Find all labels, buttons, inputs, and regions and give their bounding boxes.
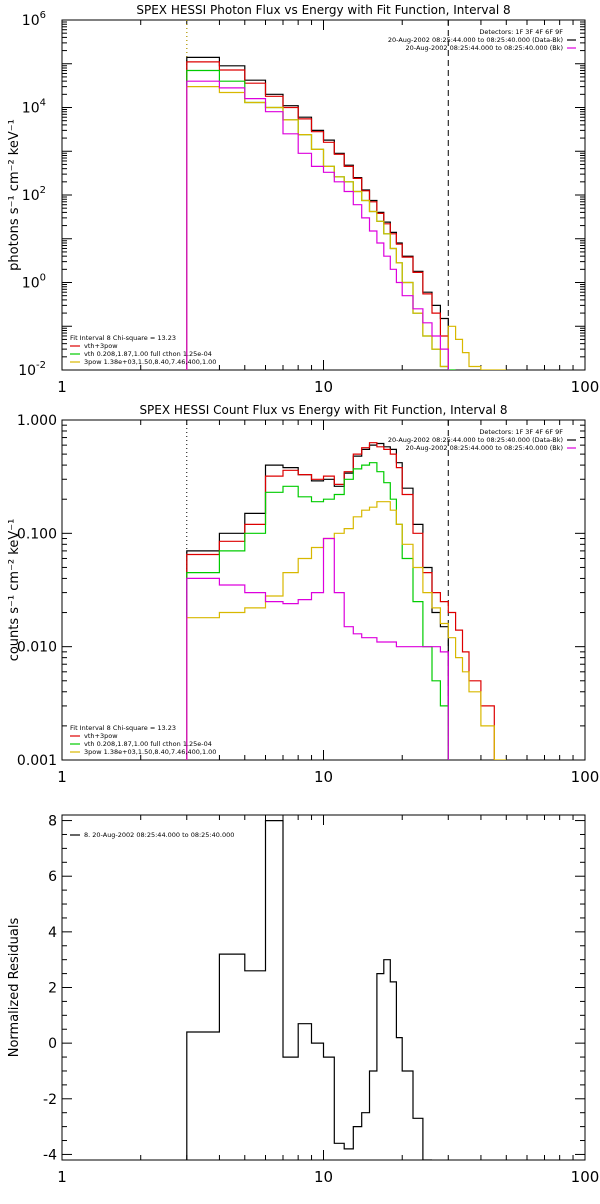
legend-bottomleft-entry: 3pow 1.38e+03,1.50,8.40,7.46,400,1.00 <box>84 358 216 366</box>
chart-2: SPEX HESSI Count Flux vs Energy with Fit… <box>7 403 599 786</box>
series-5-line <box>186 537 449 760</box>
y-tick-label: 106 <box>22 10 46 29</box>
series-3-line <box>186 69 456 370</box>
series-5-line <box>186 80 449 370</box>
y-tick-label: 10-2 <box>18 360 46 379</box>
series-1-line <box>186 56 449 370</box>
y-tick-label: 100 <box>22 273 46 292</box>
y-axis-label: Normalized Residuals <box>7 918 22 1058</box>
x-tick-label: 1 <box>57 378 67 396</box>
x-tick-label: 10 <box>314 768 333 786</box>
y-tick-label: 104 <box>22 98 46 117</box>
series-2-line <box>186 442 495 760</box>
legend-topright-entry: 20-Aug-2002 08:25:44.000 to 08:25:40.000… <box>388 36 563 44</box>
y-tick-label: 0.010 <box>17 640 57 656</box>
plot-frame <box>61 814 586 1161</box>
y-axis-label: photons s⁻¹ cm⁻² keV⁻¹ <box>7 119 22 271</box>
x-tick-label: 100 <box>571 378 600 396</box>
series-3-line <box>186 462 449 760</box>
series-2-line <box>186 61 449 370</box>
legend-topleft-entry: 8. 20-Aug-2002 08:25:44.000 to 08:25:40.… <box>84 831 234 839</box>
legend-bottomleft-entry: vth+3pow <box>84 342 118 350</box>
legend-topright-entry: 20-Aug-2002 08:25:44.000 to 08:25:40.000… <box>406 44 563 52</box>
y-tick-label: 4 <box>48 925 57 941</box>
y-tick-label: 102 <box>22 185 46 204</box>
y-tick-label: 0.100 <box>17 526 57 542</box>
legend-topright-entry: 20-Aug-2002 08:25:44.000 to 08:25:40.000… <box>388 436 563 444</box>
legend-bottomleft-entry: vth+3pow <box>84 732 118 740</box>
legend-bottomleft-entry: vth 0.208,1.87,1.00 full cthon 1.25e-04 <box>84 350 212 358</box>
x-tick-label: 10 <box>314 378 333 396</box>
y-tick-label: 1.000 <box>17 413 57 429</box>
legend-bottomleft-entry: Fit Interval 8 Chi-square = 13.23 <box>70 334 176 342</box>
chart-title: SPEX HESSI Count Flux vs Energy with Fit… <box>139 403 507 417</box>
legend-bottomleft-entry: Fit Interval 8 Chi-square = 13.23 <box>70 724 176 732</box>
series-4-line <box>186 501 507 760</box>
series-group <box>186 820 432 1160</box>
y-tick-label: 2 <box>48 981 57 997</box>
series-group <box>186 442 507 760</box>
y-tick-label: 0 <box>48 1036 57 1052</box>
chart-1: SPEX HESSI Photon Flux vs Energy with Fi… <box>7 3 599 396</box>
series-1-line <box>186 820 432 1160</box>
series-1-line <box>186 442 449 760</box>
x-tick-label: 1 <box>57 768 67 786</box>
y-tick-label: -2 <box>43 1092 57 1108</box>
series-group <box>186 56 507 370</box>
legend-bottomleft-entry: 3pow 1.38e+03,1.50,8.40,7.46,400,1.00 <box>84 748 216 756</box>
x-tick-label: 10 <box>314 1168 333 1186</box>
legend-topright-entry: 20-Aug-2002 08:25:44.000 to 08:25:40.000… <box>406 444 563 452</box>
legend-bottomleft-entry: vth 0.208,1.87,1.00 full cthon 1.25e-04 <box>84 740 212 748</box>
y-tick-label: 6 <box>48 869 57 885</box>
y-tick-label: -4 <box>43 1147 57 1163</box>
y-tick-label: 8 <box>48 814 57 830</box>
x-tick-label: 100 <box>571 768 600 786</box>
x-tick-label: 100 <box>571 1168 600 1186</box>
chart-title: SPEX HESSI Photon Flux vs Energy with Fi… <box>136 3 510 17</box>
legend-topright-entry: Detectors: 1F 3F 4F 6F 9F <box>479 428 563 436</box>
legend-topright-entry: Detectors: 1F 3F 4F 6F 9F <box>479 28 563 36</box>
series-4-line <box>186 86 507 370</box>
plot-frame <box>61 19 586 371</box>
y-tick-label: 0.001 <box>17 753 57 769</box>
x-tick-label: 1 <box>57 1168 67 1186</box>
y-axis-label: counts s⁻¹ cm⁻² keV⁻¹ <box>7 519 22 662</box>
chart-3: Normalized Residuals 1 10 100 -4 -2 0 2 4 6 8 8. 20… <box>7 814 599 1186</box>
